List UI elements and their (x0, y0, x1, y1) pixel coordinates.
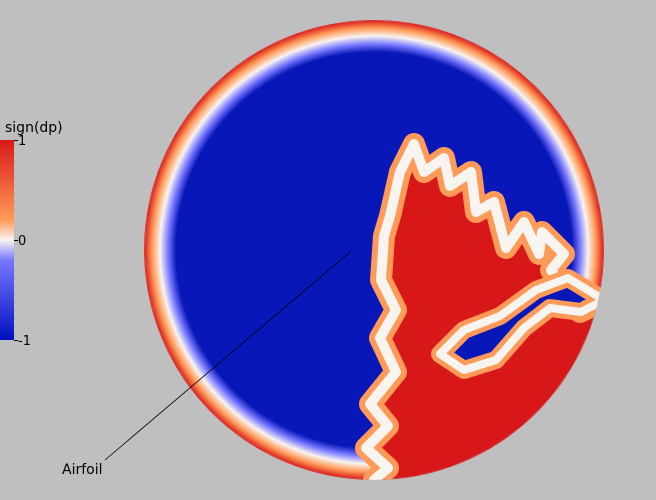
annotation-label-airfoil: Airfoil (62, 462, 103, 478)
figure-canvas: sign(dp) 10-1 Airfoil (0, 0, 656, 500)
annotation-leader-line (0, 0, 656, 500)
